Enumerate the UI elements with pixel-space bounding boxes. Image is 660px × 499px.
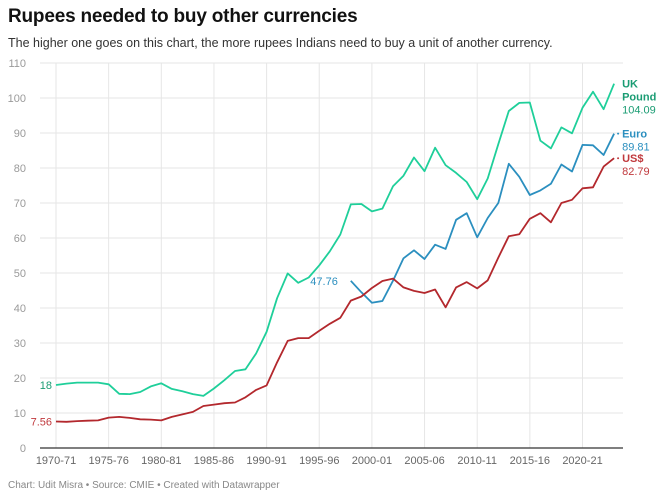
end-value-label: 89.81 (622, 142, 650, 154)
series-line-euro (350, 133, 615, 304)
y-tick-label: 80 (14, 163, 26, 175)
x-tick-label: 2005-06 (404, 455, 444, 467)
series-lines (55, 83, 615, 423)
chart-footer: Chart: Udit Misra • Source: CMIE • Creat… (8, 480, 280, 491)
series-name-label: Euro (622, 129, 647, 141)
x-tick-label: 1990-91 (246, 455, 286, 467)
x-axis-ticks: 1970-71 1975-76 1980-81 1985-86 1990-91 1995-… (36, 455, 603, 467)
x-tick-label: 2015-16 (510, 455, 550, 467)
y-axis-ticks: 0 10 20 30 40 50 60 70 80 90 100 110 (8, 58, 26, 455)
end-value-label: 82.79 (622, 166, 650, 178)
series-name-label: Pound (622, 92, 656, 104)
label-connector-dot (617, 132, 620, 135)
series-name-label: US$ (622, 153, 643, 165)
y-tick-label: 100 (8, 93, 26, 105)
start-value-label: 7.56 (31, 417, 52, 429)
x-tick-label: 2010-11 (457, 455, 497, 467)
y-tick-label: 60 (14, 233, 26, 245)
x-tick-label: 1975-76 (88, 455, 128, 467)
x-tick-label: 1970-71 (36, 455, 76, 467)
end-value-label: 104.09 (622, 105, 656, 117)
start-value-label: 47.76 (310, 276, 338, 288)
y-tick-label: 50 (14, 268, 26, 280)
chart-subtitle: The higher one goes on this chart, the m… (8, 36, 553, 50)
label-connector-dot (617, 157, 620, 160)
y-tick-label: 70 (14, 198, 26, 210)
x-tick-label: 1985-86 (194, 455, 234, 467)
x-tick-label: 1980-81 (141, 455, 181, 467)
y-tick-label: 30 (14, 338, 26, 350)
series-name-label: UK (622, 79, 638, 91)
grid-lines (40, 62, 623, 448)
y-tick-label: 10 (14, 408, 26, 420)
y-tick-label: 20 (14, 373, 26, 385)
y-tick-label: 0 (20, 443, 26, 455)
y-tick-label: 40 (14, 303, 26, 315)
y-tick-label: 90 (14, 128, 26, 140)
x-tick-label: 1995-96 (299, 455, 339, 467)
x-tick-label: 2020-21 (562, 455, 602, 467)
series-line-uk-pound (55, 83, 615, 397)
y-tick-label: 110 (8, 58, 26, 70)
start-value-label: 18 (40, 380, 52, 392)
series-line-us- (55, 157, 615, 423)
chart-title: Rupees needed to buy other currencies (8, 6, 358, 27)
x-tick-label: 2000-01 (352, 455, 392, 467)
